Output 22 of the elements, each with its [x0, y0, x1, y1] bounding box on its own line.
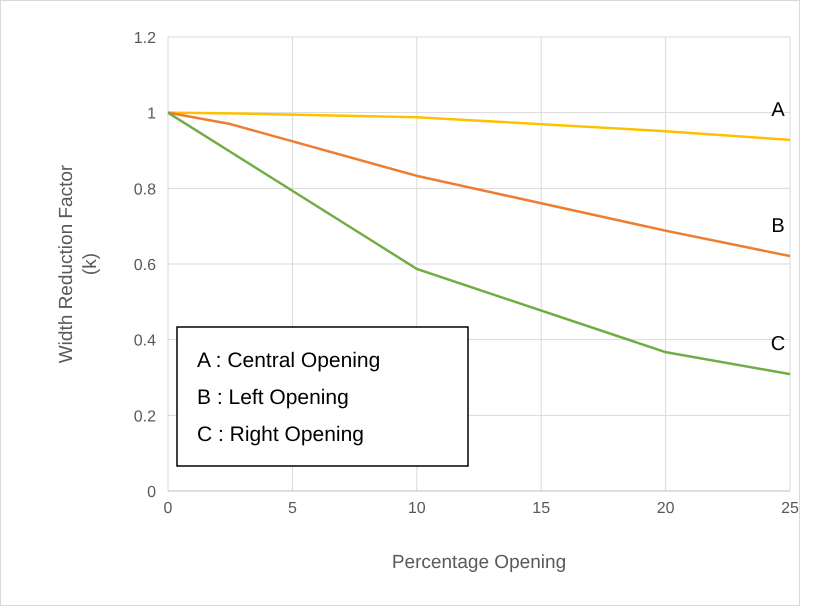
y-tick-label: 1.2	[134, 30, 156, 47]
series-label: C	[770, 333, 786, 356]
y-tick-label: 0.8	[134, 181, 156, 198]
annotation: B : Left Opening	[197, 386, 349, 409]
y-tick-label: 0	[147, 484, 156, 501]
x-tick-label: 10	[408, 500, 426, 517]
x-tick-label: 5	[288, 500, 297, 517]
y-tick-label: 0.6	[134, 257, 156, 274]
y-axis-title: Width Reduction Factor (k)	[56, 164, 101, 364]
text-box: A : Central Opening B : Left Opening C : Right Opening	[176, 326, 469, 467]
x-tick-label: 15	[532, 500, 550, 517]
annotation: C : Right Opening	[197, 423, 364, 446]
y-tick-label: 1	[147, 106, 156, 123]
x-tick-label: 0	[164, 500, 173, 517]
y-tick-label: 0.4	[134, 332, 156, 350]
series-label: A	[771, 98, 786, 121]
y-tick-label: 0.2	[134, 408, 156, 426]
x-tick-label: 25	[781, 500, 799, 517]
annotation: A : Central Opening	[197, 349, 380, 372]
x-axis-title: Percentage Opening	[392, 552, 566, 573]
series-label: B	[771, 215, 785, 238]
x-tick-label: 20	[656, 500, 675, 517]
